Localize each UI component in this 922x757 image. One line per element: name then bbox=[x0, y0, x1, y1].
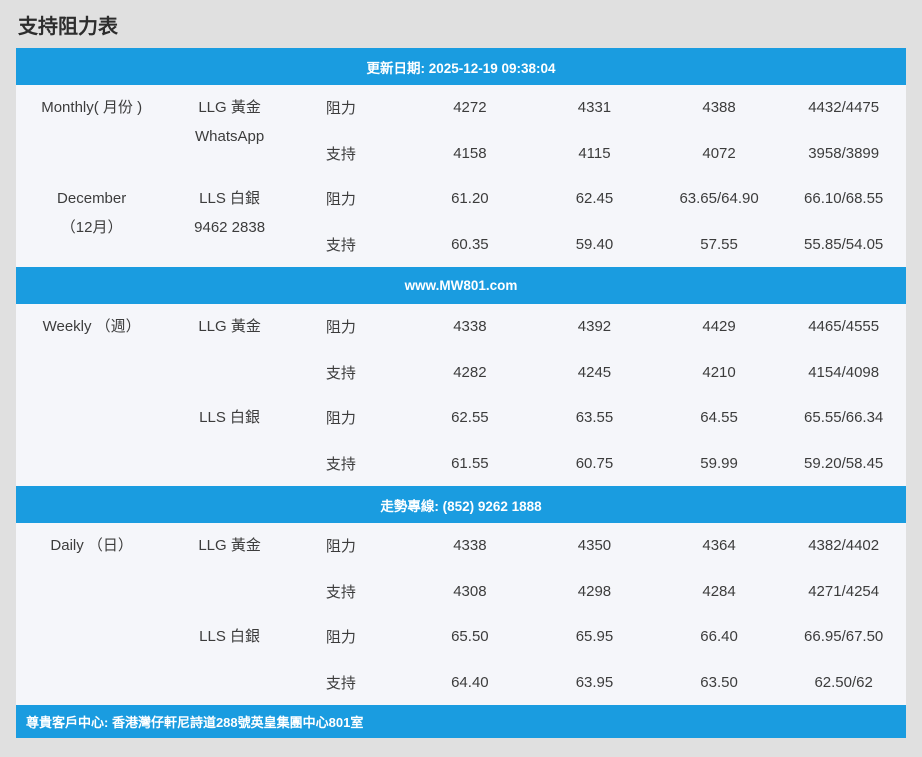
product-gold-label: LLG 黃金 bbox=[198, 537, 261, 554]
table-value: 4338 bbox=[453, 537, 487, 555]
table-value: 59.20/58.45 bbox=[804, 454, 884, 472]
table-value: 4072 bbox=[702, 144, 736, 162]
period-cell-monthly: Monthly( 月份 ) bbox=[16, 85, 167, 176]
row-label: 阻力 bbox=[325, 629, 356, 647]
product-cell-gold: LLG 黃金 bbox=[167, 523, 292, 614]
table-value: 4154/4098 bbox=[808, 363, 880, 381]
table-value: 62.50/62 bbox=[814, 673, 873, 691]
table-value: 65.50 bbox=[451, 628, 489, 646]
row-label: 支持 bbox=[325, 583, 356, 601]
table-value: 4271/4254 bbox=[808, 582, 880, 600]
table-value: 4432/4475 bbox=[808, 99, 880, 117]
hotline-bar: 走勢專線: (852) 9262 1888 bbox=[16, 486, 906, 523]
table-value: 62.45 bbox=[575, 190, 614, 208]
table-value: 4115 bbox=[578, 144, 611, 162]
table-value: 4298 bbox=[577, 582, 612, 600]
whatsapp-label: WhatsApp bbox=[194, 128, 265, 145]
page-title: 支持阻力表 bbox=[18, 15, 118, 38]
table-value: 63.50 bbox=[700, 673, 738, 691]
row-label: 阻力 bbox=[325, 410, 356, 428]
period-month: December bbox=[57, 190, 127, 207]
contact-number: 9462 2838 bbox=[194, 219, 266, 236]
table-value: 3958/3899 bbox=[808, 144, 880, 162]
table-value: 59.99 bbox=[700, 454, 738, 472]
row-label: 阻力 bbox=[325, 319, 356, 337]
product-silver-label: LLS 白銀 bbox=[199, 628, 261, 645]
daily-section: Daily （日） LLG 黃金 LLS 白銀 阻力 4338 4350 436… bbox=[16, 523, 906, 705]
table-value: 4429 bbox=[702, 318, 736, 336]
row-label: 支持 bbox=[325, 364, 356, 382]
table-value: 4392 bbox=[577, 318, 612, 336]
table-value: 4364 bbox=[702, 537, 736, 555]
row-label: 支持 bbox=[325, 236, 356, 254]
update-date-bar: 更新日期: 2025-12-19 09:38:04 bbox=[16, 48, 906, 85]
table-value: 4388 bbox=[702, 99, 736, 117]
row-label: 阻力 bbox=[325, 100, 356, 118]
table-value: 66.10/68.55 bbox=[804, 190, 884, 208]
product-cell-silver: LLS 白銀 bbox=[167, 395, 292, 486]
row-label: 阻力 bbox=[325, 191, 356, 209]
table-value: 65.55/66.34 bbox=[804, 409, 884, 427]
table-value: 55.85/54.05 bbox=[804, 235, 884, 253]
table-value: 4350 bbox=[577, 537, 612, 555]
table-value: 63.95 bbox=[575, 673, 614, 691]
table-value: 4382/4402 bbox=[808, 537, 880, 555]
row-label: 支持 bbox=[325, 455, 356, 473]
weekly-section: Weekly （週） LLG 黃金 LLS 白銀 阻力 4338 4392 44… bbox=[16, 304, 906, 486]
period-cell-month-detail: December （12月） bbox=[16, 176, 167, 267]
table-value: 60.35 bbox=[451, 235, 489, 253]
table-value: 4158 bbox=[453, 144, 487, 162]
table-value: 4272 bbox=[453, 99, 487, 117]
product-silver-label: LLS 白銀 bbox=[199, 190, 261, 207]
table-value: 65.95 bbox=[575, 628, 614, 646]
table-value: 4282 bbox=[453, 363, 487, 381]
table-value: 59.40 bbox=[575, 235, 614, 253]
table-value: 4308 bbox=[453, 582, 487, 600]
table-value: 64.55 bbox=[700, 409, 738, 427]
table-value: 62.55 bbox=[451, 409, 489, 427]
table-value: 66.95/67.50 bbox=[804, 628, 884, 646]
product-gold-label: LLG 黃金 bbox=[198, 99, 261, 116]
table-value: 4210 bbox=[702, 363, 736, 381]
product-cell-silver: LLS 白銀 9462 2838 bbox=[167, 176, 292, 267]
table-value: 61.55 bbox=[451, 454, 489, 472]
table-value: 63.55 bbox=[575, 409, 614, 427]
period-cell-daily: Daily （日） bbox=[16, 523, 167, 614]
product-cell-gold: LLG 黃金 WhatsApp bbox=[167, 85, 292, 176]
period-label: Monthly( 月份 ) bbox=[41, 99, 143, 116]
table-value: 60.75 bbox=[575, 454, 614, 472]
period-label: Weekly （週） bbox=[42, 318, 141, 335]
period-label: Daily （日） bbox=[50, 537, 133, 554]
row-label: 阻力 bbox=[325, 538, 356, 556]
table-value: 64.40 bbox=[451, 673, 489, 691]
product-silver-label: LLS 白銀 bbox=[199, 409, 261, 426]
monthly-section: Monthly( 月份 ) December （12月） LLG 黃金 What… bbox=[16, 85, 906, 267]
table-value: 57.55 bbox=[700, 235, 738, 253]
product-gold-label: LLG 黃金 bbox=[198, 318, 261, 335]
period-cell-weekly: Weekly （週） bbox=[16, 304, 167, 395]
table-value: 4338 bbox=[453, 318, 487, 336]
row-label: 支持 bbox=[325, 674, 356, 692]
table-value: 4284 bbox=[702, 582, 736, 600]
table-value: 4331 bbox=[577, 99, 612, 117]
customer-center-bar: 尊貴客戶中心: 香港灣仔軒尼詩道288號英皇集團中心801室 bbox=[16, 705, 906, 738]
table-value: 63.65/64.90 bbox=[679, 190, 759, 208]
table-value: 61.20 bbox=[451, 190, 489, 208]
table-value: 66.40 bbox=[700, 628, 738, 646]
table-value: 4465/4555 bbox=[808, 318, 880, 336]
table-value: 4245 bbox=[577, 363, 612, 381]
row-label: 支持 bbox=[325, 145, 356, 163]
period-month-cn: （12月） bbox=[60, 219, 123, 236]
website-bar: www.MW801.com bbox=[16, 267, 906, 304]
product-cell-gold: LLG 黃金 bbox=[167, 304, 292, 395]
product-cell-silver: LLS 白銀 bbox=[167, 614, 292, 705]
support-resistance-table: 更新日期: 2025-12-19 09:38:04 Monthly( 月份 ) … bbox=[16, 48, 906, 738]
